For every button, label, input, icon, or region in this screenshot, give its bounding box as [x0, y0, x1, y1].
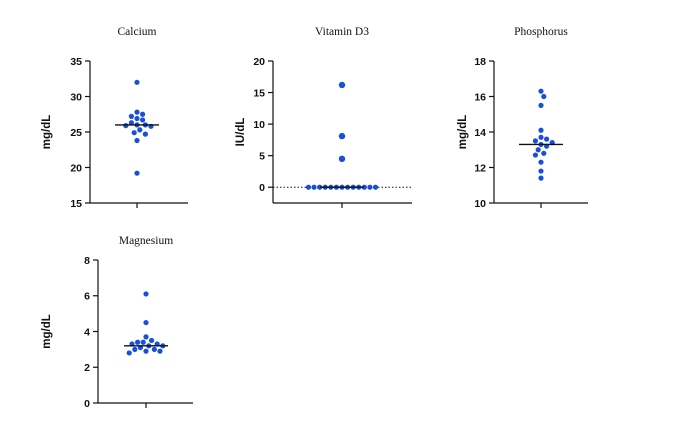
panel-title: Calcium: [118, 26, 157, 38]
panel-3: Magnesium mg/dL 0 2 4 6 8: [41, 235, 193, 410]
data-point: [131, 130, 137, 136]
panel-title: Vitamin D3: [315, 26, 369, 38]
data-point: [128, 120, 135, 126]
data-point: [143, 319, 149, 326]
data-point: [372, 184, 379, 190]
data-point: [532, 152, 539, 158]
y-tick-label: 20: [253, 56, 265, 68]
data-point: [541, 93, 547, 100]
panel-2: Phosphorus mg/dL 10 12 14 16 18: [457, 26, 588, 210]
y-tick-label: 5: [259, 150, 265, 162]
data-point: [538, 168, 544, 174]
data-point: [543, 136, 550, 142]
data-point: [541, 150, 547, 156]
data-point: [123, 123, 129, 129]
data-point: [361, 184, 367, 190]
data-point: [338, 81, 346, 89]
data-point: [134, 79, 140, 85]
panel-title: Phosphorus: [514, 26, 568, 38]
data-point: [305, 184, 312, 190]
data-point: [143, 334, 149, 340]
data-point: [140, 339, 146, 345]
y-tick-label: 0: [84, 398, 90, 410]
data-point: [139, 117, 146, 123]
data-point: [128, 113, 135, 119]
y-axis-label: mg/dL: [41, 314, 53, 349]
y-tick-label: 16: [474, 91, 486, 103]
data-point: [126, 350, 132, 356]
y-tick-label: 14: [474, 127, 486, 139]
y-tick-label: 35: [70, 56, 82, 68]
data-point: [338, 155, 346, 163]
data-point: [134, 170, 140, 176]
data-point: [157, 348, 163, 354]
y-tick-label: 2: [84, 362, 90, 374]
y-axis-label: mg/dL: [457, 115, 469, 150]
data-point: [134, 109, 140, 115]
data-point: [538, 102, 544, 108]
panel-0: Calcium mg/dL 15 20 25 30 35: [41, 26, 188, 210]
data-point: [317, 184, 323, 190]
y-axis-label: mg/dL: [41, 115, 53, 150]
data-point: [311, 184, 317, 190]
panel-1: Vitamin D3 IU/dL 0 5 10 15 20: [235, 26, 412, 208]
data-point: [538, 127, 544, 133]
data-point: [135, 339, 141, 345]
y-tick-label: 10: [474, 198, 486, 210]
data-point: [143, 291, 149, 297]
y-axis-label: IU/dL: [235, 118, 247, 147]
data-point: [134, 137, 140, 144]
data-point: [142, 131, 148, 137]
y-tick-label: 8: [84, 255, 90, 267]
y-tick-label: 10: [253, 119, 265, 131]
y-tick-label: 6: [84, 291, 90, 303]
panel-title: Magnesium: [119, 235, 173, 247]
y-tick-label: 20: [70, 162, 82, 174]
y-tick-label: 15: [70, 198, 82, 210]
y-tick-label: 30: [70, 91, 82, 103]
y-tick-label: 4: [84, 326, 90, 338]
y-tick-label: 25: [70, 127, 82, 139]
data-point: [143, 348, 149, 354]
data-point: [538, 134, 544, 140]
y-tick-label: 18: [474, 56, 486, 68]
data-point: [338, 132, 346, 140]
data-point: [538, 159, 544, 165]
data-point: [538, 88, 544, 94]
data-point: [148, 337, 155, 344]
data-point: [535, 147, 541, 153]
data-point: [538, 175, 544, 181]
y-tick-label: 15: [253, 87, 265, 99]
data-point: [367, 184, 373, 190]
data-point: [134, 115, 140, 122]
data-point: [139, 111, 146, 117]
y-tick-label: 0: [259, 182, 265, 194]
data-point: [151, 346, 157, 352]
data-point: [532, 138, 539, 144]
data-point: [137, 127, 143, 133]
y-tick-label: 12: [474, 162, 486, 174]
data-point: [132, 346, 138, 352]
